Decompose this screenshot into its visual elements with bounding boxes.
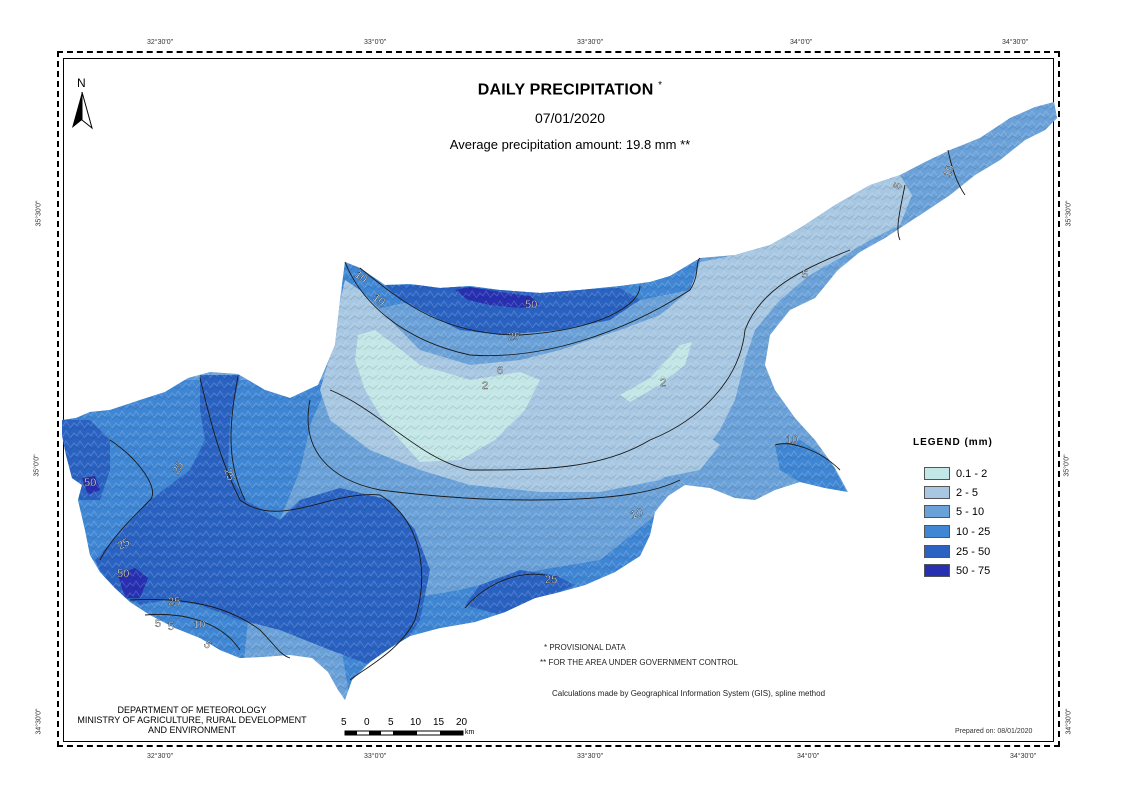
scale-tick: 5 (341, 717, 347, 728)
legend-swatch (924, 486, 950, 499)
legend-swatch (924, 505, 950, 518)
map-title-mark: * (658, 80, 663, 91)
note-government: ** FOR THE AREA UNDER GOVERNMENT CONTROL (540, 658, 738, 667)
legend-title: LEGEND (mm) (913, 437, 993, 448)
legend-swatch (924, 564, 950, 577)
coord-top-2: 33°0'0" (364, 39, 387, 46)
legend-swatch (924, 545, 950, 558)
contour-label: 6 (497, 365, 503, 377)
note-method: Calculations made by Geographical Inform… (552, 689, 826, 698)
contour-label: 25 (545, 574, 557, 586)
legend-item: 10 - 25 (924, 525, 990, 538)
contour-label: 10 (786, 434, 798, 446)
contour-label: 25 (168, 596, 180, 608)
note-provisional: * PROVISIONAL DATA (544, 643, 626, 652)
legend-item: 2 - 5 (924, 486, 978, 499)
map-title-text: DAILY PRECIPITATION (477, 81, 654, 99)
contour-label: 25 (221, 467, 236, 483)
contour-label: 25 (116, 536, 133, 553)
scale-tick: 15 (433, 717, 445, 728)
map-date: 07/01/2020 (534, 110, 606, 126)
legend-label: 25 - 50 (956, 545, 991, 558)
north-arrow-icon (72, 91, 93, 130)
contour-label: 10 (629, 506, 645, 521)
contour-label: 10 (942, 163, 957, 179)
department-line1: DEPARTMENT OF METEOROLOGY (117, 705, 267, 715)
contour-label: 2 (660, 377, 666, 389)
map-title: DAILY PRECIPITATION * (420, 80, 720, 99)
coord-top-4: 34°0'0" (790, 39, 813, 46)
contour-label: 10 (370, 292, 387, 309)
contour-lines (99, 149, 966, 681)
scale-tick: 5 (388, 717, 394, 728)
department-credit: DEPARTMENT OF METEOROLOGY MINISTRY OF AG… (62, 705, 322, 735)
department-line3: AND ENVIRONMENT (147, 725, 236, 735)
contour-label: 2 (482, 380, 488, 392)
legend-label: 2 - 5 (956, 486, 979, 499)
legend-label: 10 - 25 (956, 525, 991, 538)
department-line2: MINISTRY OF AGRICULTURE, RURAL DEVELOPME… (77, 715, 307, 725)
north-label: N (77, 76, 86, 90)
legend-item: 50 - 75 (924, 564, 990, 577)
scale-tick: 20 (456, 717, 468, 728)
contour-label: 50 (525, 299, 537, 311)
coord-top-3: 33°30'0" (577, 39, 604, 46)
contour-label: 25 (170, 460, 187, 477)
map-inner-frame (63, 58, 1054, 742)
contour-label: 25 (508, 331, 520, 343)
legend-label: 0.1 - 2 (956, 467, 988, 480)
contour-label: 50 (84, 477, 96, 489)
legend-swatch (924, 525, 950, 538)
coord-bottom-5: 34°30'0" (1010, 753, 1037, 760)
legend-label: 50 - 75 (956, 564, 991, 577)
scale-unit: km (465, 729, 475, 736)
contour-label: 5 (155, 618, 161, 630)
coord-bottom-3: 33°30'0" (577, 753, 604, 760)
map-outer-frame (57, 51, 1060, 747)
legend-item: 5 - 10 (924, 505, 984, 518)
contour-label: 5 (168, 621, 174, 633)
contour-label: 10 (193, 619, 205, 631)
contour-label: 5 (802, 269, 808, 281)
coord-top-1: 32°30'0" (147, 39, 174, 46)
contour-label: 5 (892, 181, 905, 191)
legend-label: 5 - 10 (956, 505, 985, 518)
legend-item: 25 - 50 (924, 545, 990, 558)
coord-bottom-1: 32°30'0" (147, 753, 174, 760)
coord-bottom-2: 33°0'0" (364, 753, 387, 760)
scale-bar (344, 730, 464, 736)
contour-label: 50 (117, 568, 129, 580)
coord-bottom-4: 34°0'0" (797, 753, 820, 760)
legend-item: 0.1 - 2 (924, 467, 987, 480)
prepared-date: Prepared on: 08/01/2020 (955, 728, 1033, 735)
legend-swatch (924, 467, 950, 480)
coord-top-5: 34°30'0" (1002, 39, 1029, 46)
contour-label: 10 (352, 269, 369, 286)
scale-tick: 0 (364, 717, 370, 728)
average-precipitation: Average precipitation amount: 19.8 mm ** (449, 137, 691, 152)
scale-tick: 10 (410, 717, 422, 728)
